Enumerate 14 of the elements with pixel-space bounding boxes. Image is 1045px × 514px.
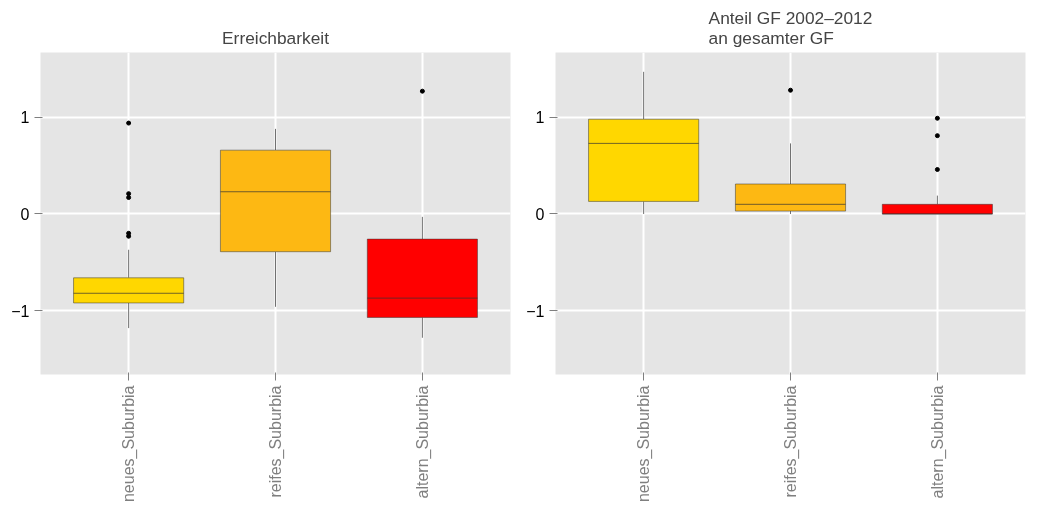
x-tick-label: neues_Suburbia (120, 385, 139, 503)
x-tick-label: altern_Suburbia (413, 385, 432, 499)
y-tick-label: 0 (535, 205, 545, 223)
y-tick-label: 1 (535, 109, 545, 127)
chart-title: Anteil GF 2002–2012 an gesamter GF (708, 7, 873, 48)
y-tick-label: 0 (20, 205, 30, 223)
x-tick-label: neues_Suburbia (635, 385, 654, 503)
y-tick-label: −1 (11, 302, 30, 320)
x-tick-label: altern_Suburbia (928, 385, 947, 499)
y-tick-label: 1 (20, 109, 30, 127)
x-tick-label: reifes_Suburbia (782, 385, 800, 498)
y-tick-label: −1 (526, 302, 545, 320)
x-tick-label: reifes_Suburbia (267, 385, 285, 498)
chart-title: Erreichbarkeit (222, 27, 330, 48)
